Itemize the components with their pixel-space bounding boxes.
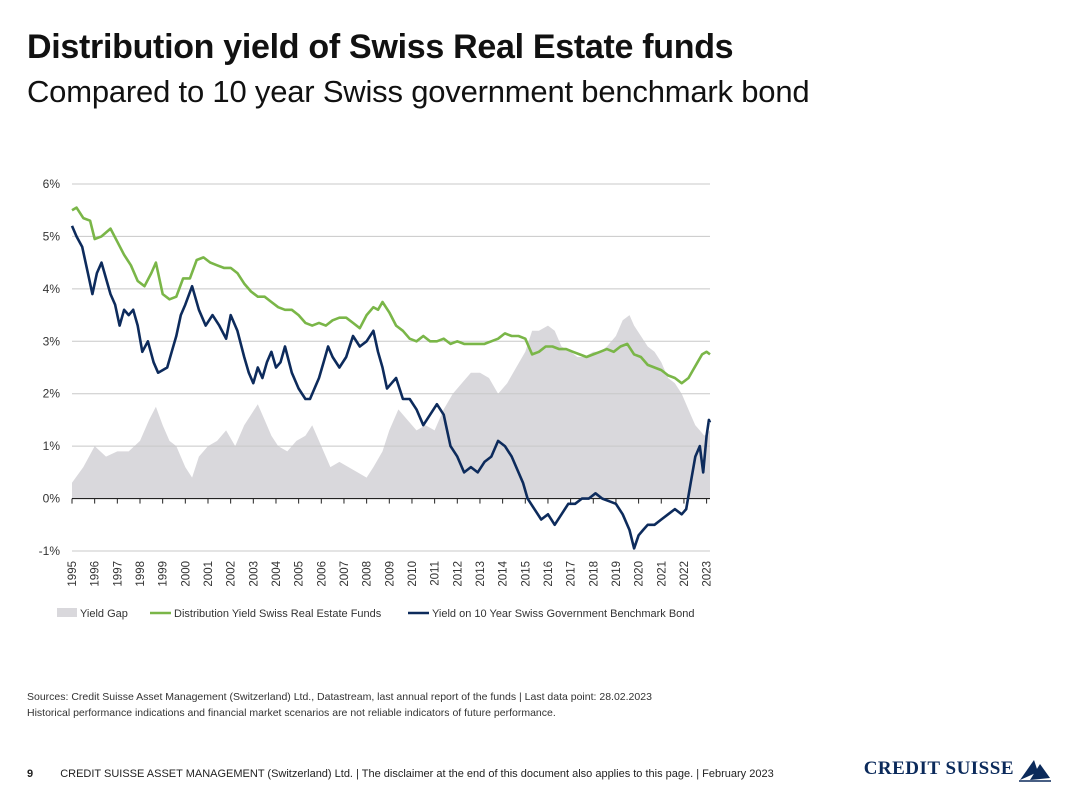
x-tick-label: 2007 [339, 561, 351, 587]
page-title: Distribution yield of Swiss Real Estate … [27, 28, 734, 66]
y-tick-label: 1% [43, 439, 61, 453]
x-tick-label: 1999 [158, 561, 170, 587]
y-tick-label: 2% [43, 387, 61, 401]
y-tick-label: -1% [39, 544, 61, 558]
legend-label-funds: Distribution Yield Swiss Real Estate Fun… [174, 608, 382, 620]
x-tick-label: 2014 [498, 560, 510, 586]
notes: Sources: Credit Suisse Asset Management … [27, 689, 652, 721]
sources-note: Sources: Credit Suisse Asset Management … [27, 691, 652, 703]
x-tick-label: 2018 [588, 561, 600, 587]
x-tick-label: 2001 [203, 561, 215, 587]
x-tick-label: 1995 [67, 561, 79, 587]
x-tick-label: 2020 [634, 561, 646, 587]
sails-icon [1019, 760, 1051, 782]
y-tick-label: 0% [43, 492, 61, 506]
x-tick-label: 2008 [362, 561, 374, 587]
y-tick-label: 4% [43, 282, 61, 296]
legend-label-bond: Yield on 10 Year Swiss Government Benchm… [432, 608, 695, 620]
x-tick-label: 2010 [407, 561, 419, 587]
x-tick-label: 2022 [679, 561, 691, 587]
x-tick-label: 1998 [135, 561, 147, 587]
x-tick-label: 2002 [226, 561, 238, 587]
x-tick-label: 2016 [543, 561, 555, 587]
x-tick-label: 2011 [430, 561, 442, 586]
x-tick-label: 2006 [316, 561, 328, 587]
x-tick-label: 2004 [271, 560, 283, 586]
x-tick-label: 2012 [452, 561, 464, 587]
bond-yield-line [70, 225, 712, 550]
x-tick-label: 2019 [611, 561, 623, 587]
x-tick-label: 2013 [475, 561, 487, 587]
disclaimer-note: Historical performance indications and f… [27, 707, 556, 719]
x-tick-label: 1996 [90, 561, 102, 587]
funds-yield-line [71, 206, 711, 385]
yield-chart: -1% 0% 1% 2% 3% 4% 5% 6% 1995 1996 1997 1998 1999 200… [39, 177, 714, 620]
y-tick-label: 3% [43, 334, 61, 348]
legend-label-gap: Yield Gap [80, 608, 128, 620]
x-tick-label: 2003 [248, 561, 260, 587]
y-tick-label: 5% [43, 229, 61, 243]
x-tick-label: 2017 [566, 561, 578, 587]
yield-gap-area [72, 315, 710, 499]
footer-text: CREDIT SUISSE ASSET MANAGEMENT (Switzerl… [60, 768, 774, 780]
x-tick-label: 2021 [656, 561, 668, 587]
x-tick-label: 1997 [112, 561, 124, 587]
footer: 9 CREDIT SUISSE ASSET MANAGEMENT (Switze… [27, 768, 774, 780]
legend-swatch-gap [57, 608, 77, 617]
x-tick-label: 2005 [294, 561, 306, 587]
x-tick-label: 2009 [384, 561, 396, 587]
x-tick-label: 2000 [180, 561, 192, 587]
logo-wordmark: CREDIT SUISSE [863, 758, 1014, 779]
y-tick-label: 6% [43, 177, 61, 191]
page-subtitle: Compared to 10 year Swiss government ben… [27, 74, 810, 109]
page-number: 9 [27, 768, 34, 780]
credit-suisse-logo: CREDIT SUISSE [864, 756, 1052, 782]
x-tick-label: 2015 [520, 561, 532, 587]
x-tick-label: 2023 [702, 561, 714, 587]
